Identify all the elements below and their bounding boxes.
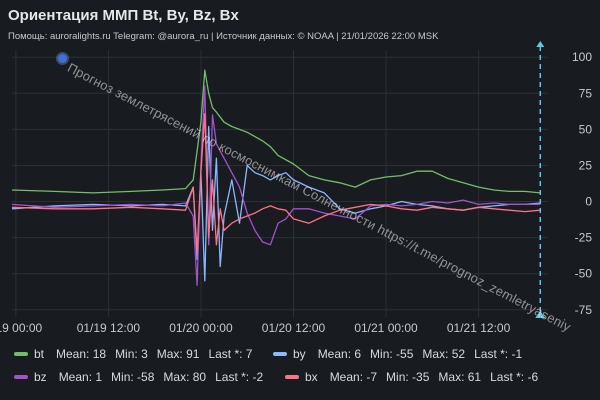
y-tick-label: 25	[579, 158, 593, 172]
legend-last: Last *: -2	[215, 370, 264, 384]
legend-last: Last *: -6	[490, 370, 539, 384]
legend-min: Min: 3	[115, 347, 148, 361]
legend-mean: Mean: 18	[56, 347, 107, 361]
legend-mean: Mean: 1	[58, 370, 103, 384]
chart-title: Ориентация ММП Bt, By, Bz, Bx	[8, 7, 239, 24]
x-tick-label: 01/21 00:00	[354, 321, 418, 335]
legend-swatch-bt	[14, 352, 28, 356]
legend-max: Max: 80	[163, 370, 207, 384]
x-tick-label: 01/21 12:00	[447, 321, 511, 335]
legend-item-bt[interactable]: bt Mean: 18 Min: 3 Max: 91 Last *: 7	[14, 347, 252, 361]
legend-mean: Mean: 6	[317, 347, 362, 361]
legend-min: Min: -35	[386, 370, 430, 384]
y-tick-label: 50	[579, 122, 593, 136]
x-tick-label: 01/20 12:00	[262, 321, 326, 335]
legend-max: Max: 91	[156, 347, 200, 361]
now-marker-bottom-icon	[535, 311, 546, 318]
series-line-bz	[11, 85, 541, 286]
y-tick-label: -50	[575, 267, 593, 281]
legend-swatch-by	[273, 352, 287, 356]
y-tick-label: -25	[575, 231, 593, 245]
legend-swatch-bz	[14, 375, 28, 379]
series-line-by	[11, 125, 541, 282]
legend-item-bz[interactable]: bz Mean: 1 Min: -58 Max: 80 Last *: -2	[14, 370, 263, 384]
legend-series-name: by	[293, 347, 306, 361]
legend-last: Last *: 7	[208, 347, 253, 361]
legend-swatch-bx	[285, 375, 299, 379]
y-tick-label: 0	[585, 195, 592, 209]
legend-series-name: bx	[305, 370, 318, 384]
x-tick-label: 01/20 00:00	[169, 321, 233, 335]
legend-min: Min: -55	[370, 347, 414, 361]
legend-item-bx[interactable]: bx Mean: -7 Min: -35 Max: 61 Last *: -6	[285, 370, 538, 384]
y-tick-label: 100	[572, 50, 592, 64]
series-line-bx	[11, 112, 541, 253]
legend-min: Min: -58	[111, 370, 155, 384]
x-tick-label: l/19 00:00	[0, 321, 43, 335]
legend-max: Max: 61	[438, 370, 482, 384]
watermark-dot-icon	[58, 54, 67, 63]
y-tick-label: -75	[575, 303, 593, 317]
y-tick-label: 75	[579, 86, 593, 100]
now-marker-top-icon	[536, 41, 545, 47]
legend-max: Max: 52	[422, 347, 466, 361]
legend-item-by[interactable]: by Mean: 6 Min: -55 Max: 52 Last *: -1	[273, 347, 522, 361]
legend-mean: Mean: -7	[329, 370, 378, 384]
series-line-bt	[11, 69, 541, 194]
legend-series-name: bt	[34, 347, 45, 361]
legend-last: Last *: -1	[474, 347, 523, 361]
legend-series-name: bz	[34, 370, 47, 384]
x-tick-label: 01/19 12:00	[77, 321, 141, 335]
chart-subtitle: Помощь: auroralights.ru Telegram: @auror…	[8, 31, 439, 42]
